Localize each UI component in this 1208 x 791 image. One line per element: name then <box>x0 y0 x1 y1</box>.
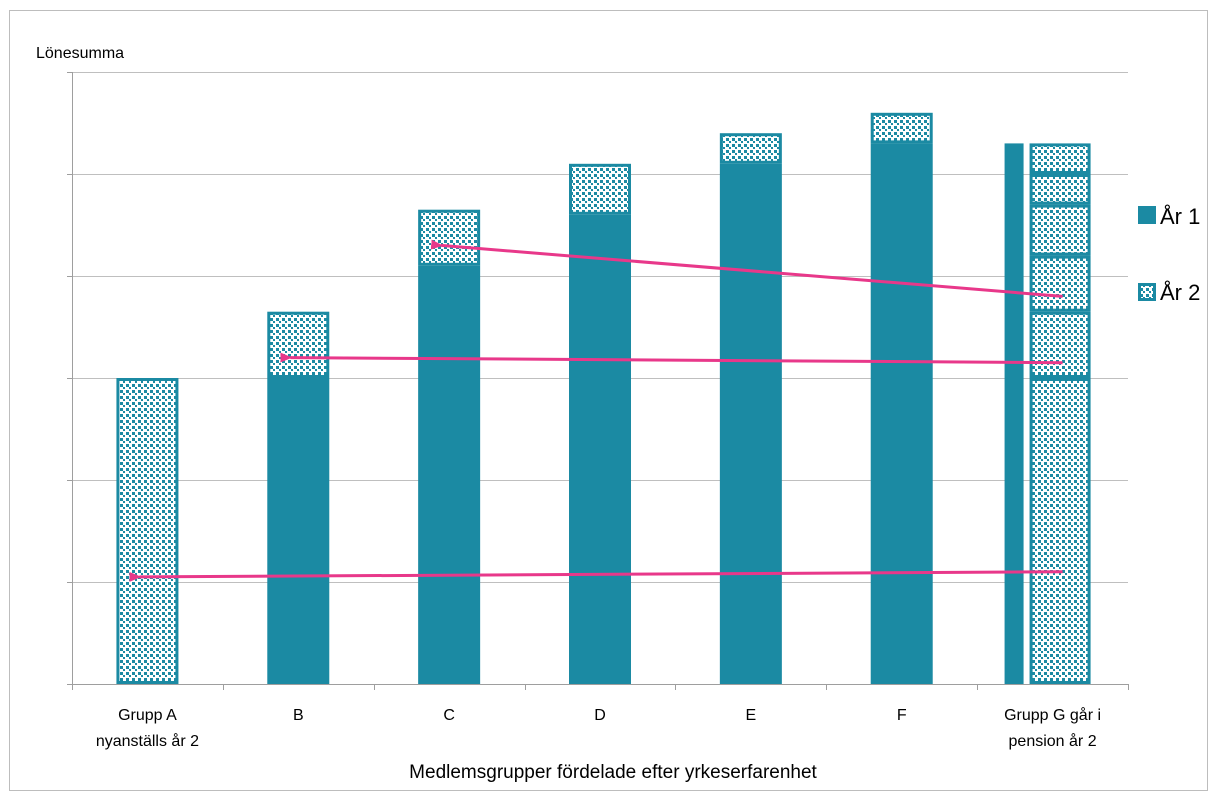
group-g-ar2-segment <box>1029 174 1091 205</box>
arrow <box>430 239 1063 298</box>
group-g-ar2-segment <box>1029 255 1091 312</box>
x-tick-label: E <box>746 707 757 724</box>
arrow <box>280 352 1063 365</box>
bar-ar1 <box>569 214 631 685</box>
x-tick-label: F <box>897 707 907 724</box>
bar-ar2 <box>116 378 179 684</box>
x-tick-label: Grupp A <box>118 707 177 724</box>
x-tick-label: pension år 2 <box>1009 732 1097 750</box>
x-tick-label: D <box>594 707 606 724</box>
group-g-ar2-segment <box>1029 204 1091 256</box>
legend: År 1 År 2 <box>1138 204 1200 305</box>
x-tick-label: C <box>443 707 455 724</box>
group-g-ar2-segment <box>1029 143 1091 174</box>
x-tick-label: Grupp G går i <box>1004 706 1101 724</box>
group-g-ar1-bar <box>1004 143 1024 684</box>
bar-ar1 <box>418 265 481 684</box>
x-tick-labels: Grupp A nyanställs år 2 B C D E F Grupp G går i… <box>96 706 1101 750</box>
x-tick-label: B <box>293 707 304 724</box>
bar-ar2 <box>267 311 330 379</box>
legend-swatch-ar2 <box>1138 283 1156 301</box>
bar-ar1 <box>719 163 782 685</box>
x-axis-title: Medlemsgrupper fördelade efter yrkeserfa… <box>409 762 817 783</box>
y-axis-label: Lönesumma <box>36 45 124 62</box>
legend-swatch-ar1 <box>1138 206 1156 224</box>
bar-ar1 <box>267 378 330 684</box>
legend-label-ar1: År 1 <box>1160 204 1200 229</box>
arrow <box>129 570 1063 582</box>
group-g-ar2-segment <box>1029 311 1091 379</box>
arrows <box>129 239 1063 582</box>
bars <box>116 112 1091 685</box>
legend-label-ar2: År 2 <box>1160 280 1200 305</box>
bar-ar2 <box>870 112 933 144</box>
bar-ar2 <box>418 209 481 266</box>
bar-ar1 <box>870 143 933 684</box>
x-tick-label: nyanställs år 2 <box>96 732 199 750</box>
group-g-ar2-segment <box>1029 378 1091 684</box>
bar-ar2 <box>569 163 631 215</box>
bar-ar2 <box>719 133 782 164</box>
